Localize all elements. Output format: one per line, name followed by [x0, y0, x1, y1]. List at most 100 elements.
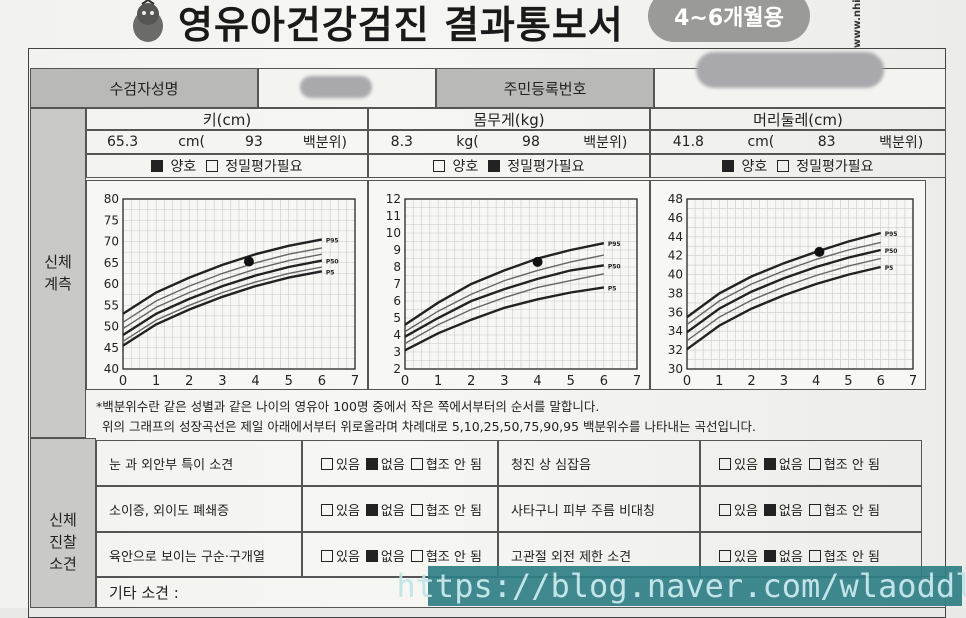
x-tick-label: 2 [747, 374, 755, 389]
y-tick-label: 45 [104, 341, 119, 355]
measure-value-row: 8.3 kg(98 백분위) [368, 130, 650, 154]
blog-watermark: https://blog.naver.com/wlaoddl0 [396, 566, 966, 606]
y-tick-label: 70 [104, 235, 119, 249]
measure-pct: 98 [522, 134, 540, 150]
curve-label: P50 [326, 259, 339, 266]
y-tick-label: 10 [386, 226, 401, 240]
y-tick-label: 50 [104, 320, 119, 334]
section-body-label: 신체 계측 [30, 108, 86, 438]
x-tick-label: 6 [318, 374, 326, 389]
y-tick-label: 9 [393, 243, 401, 257]
measure-label: 머리둘레(cm) [650, 108, 946, 130]
measure-value: 65.3 [107, 134, 139, 150]
measure-pct-label: 백분위) [583, 135, 628, 151]
measure-value-row: 41.8 cm(83 백분위) [650, 130, 946, 154]
exam-item-label: 육안으로 보이는 구순·구개열 [96, 532, 302, 578]
exam-checkbox[interactable] [763, 549, 776, 562]
chart-head-box: 0 1 2 3 4 5 6 7 30 32 34 36 38 40 42 44 46 48 P95 P50 P5 [650, 180, 926, 390]
exam-checkbox[interactable] [321, 549, 333, 562]
exam-option-label: 있음 [336, 457, 360, 473]
x-tick-label: 1 [152, 374, 160, 389]
x-tick-label: 6 [877, 374, 885, 389]
exam-options: 있음 없음 협조 안 됨 [700, 440, 922, 486]
normal-checkbox[interactable] [433, 160, 446, 172]
measure-status-row: 양호 정밀평가필요 [368, 154, 650, 178]
x-tick-label: 5 [567, 374, 575, 389]
exam-checkbox[interactable] [808, 549, 821, 562]
curve-label: P50 [885, 248, 898, 255]
needs-eval-label: 정밀평가필요 [225, 159, 303, 175]
curve-label: P95 [608, 241, 621, 248]
exam-checkbox[interactable] [365, 549, 378, 562]
measure-unit: cm( [178, 134, 205, 150]
measure-label: 키(cm) [86, 108, 368, 130]
exam-checkbox[interactable] [808, 457, 821, 470]
exam-option-label: 협조 안 됨 [823, 457, 880, 473]
y-tick-label: 38 [668, 286, 683, 300]
x-tick-label: 3 [500, 374, 508, 389]
y-tick-label: 30 [668, 362, 683, 376]
y-tick-label: 36 [668, 305, 683, 319]
y-tick-label: 40 [104, 362, 119, 376]
chart-height-box: 0 1 2 3 4 5 6 7 40 45 50 55 60 65 70 75 80 P95 P50 P5 [86, 180, 368, 390]
exam-option-label: 있음 [734, 457, 758, 473]
exam-item-label: 청진 상 심잡음 [498, 440, 700, 486]
exam-checkbox[interactable] [763, 503, 776, 516]
plot-frame [404, 198, 638, 370]
exam-checkbox[interactable] [719, 549, 731, 562]
needs-eval-checkbox[interactable] [777, 160, 790, 172]
exam-checkbox[interactable] [365, 503, 378, 516]
exam-checkbox[interactable] [410, 457, 423, 470]
x-tick-label: 5 [285, 374, 293, 389]
normal-checkbox[interactable] [722, 160, 735, 172]
name-label: 수검자성명 [30, 68, 258, 108]
exam-option-label: 협조 안 됨 [425, 503, 482, 519]
needs-eval-checkbox[interactable] [488, 160, 501, 172]
measure-status-row: 양호 정밀평가필요 [86, 154, 368, 178]
y-tick-label: 40 [668, 268, 683, 282]
x-tick-label: 4 [533, 374, 541, 389]
exam-checkbox[interactable] [321, 503, 333, 516]
needs-eval-checkbox[interactable] [206, 160, 219, 172]
curve-label: P5 [885, 265, 894, 272]
exam-checkbox[interactable] [719, 457, 731, 470]
percentile-curve [686, 231, 882, 319]
chart-weight-box: 0 1 2 3 4 5 6 7 2 3 4 5 6 7 8 9 10 11 12 P95 P50 P5 [368, 180, 650, 390]
exam-option-label: 없음 [380, 503, 405, 519]
y-tick-label: 3 [393, 345, 401, 359]
exam-checkbox[interactable] [410, 503, 423, 516]
exam-options: 있음 없음 협조 안 됨 [700, 486, 922, 532]
exam-item-label: 소이증, 외이도 폐쇄증 [96, 486, 302, 532]
exam-checkbox[interactable] [808, 503, 821, 516]
exam-item-label: 눈 과 외안부 특이 소견 [96, 440, 302, 486]
exam-option-label: 협조 안 됨 [823, 549, 880, 565]
x-tick-label: 2 [185, 374, 193, 389]
curve-label: P95 [326, 237, 339, 244]
percentile-curve [122, 238, 323, 315]
normal-checkbox[interactable] [151, 160, 164, 172]
exam-checkbox[interactable] [321, 457, 333, 470]
exam-checkbox[interactable] [719, 503, 731, 516]
x-tick-label: 7 [351, 374, 359, 389]
percentile-curve [686, 265, 881, 351]
x-tick-label: 7 [633, 374, 641, 389]
exam-checkbox[interactable] [410, 549, 423, 562]
measure-pct-label: 백분위) [879, 135, 924, 151]
measure-pct: 83 [817, 134, 836, 150]
exam-checkbox[interactable] [763, 457, 776, 470]
exam-option-label: 협조 안 됨 [425, 457, 482, 473]
y-tick-label: 48 [668, 192, 683, 206]
curve-note: 위의 그래프의 성장곡선은 제일 아래에서부터 위로올라며 차례대로 5,10,… [102, 419, 756, 434]
y-tick-label: 65 [104, 256, 119, 270]
y-tick-label: 34 [668, 324, 683, 338]
y-tick-label: 55 [104, 298, 119, 312]
x-tick-label: 0 [119, 374, 127, 389]
exam-checkbox[interactable] [365, 457, 378, 470]
exam-option-label: 없음 [778, 549, 803, 565]
side-url-text: www.nhis [852, 0, 863, 48]
measured-point [532, 256, 543, 267]
